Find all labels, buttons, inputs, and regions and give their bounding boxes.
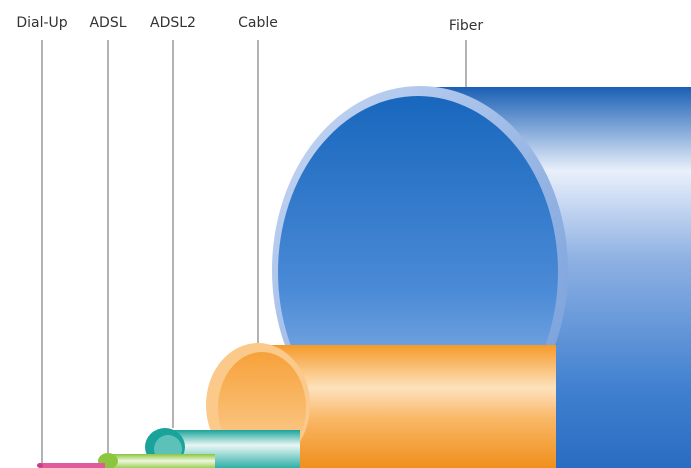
dialup-pipe [37, 463, 105, 468]
dialup-label: Dial-Up [16, 15, 67, 31]
adsl-pipe [98, 453, 215, 468]
cable-label: Cable [238, 15, 278, 31]
adsl-label: ADSL [89, 15, 126, 31]
fiber-label: Fiber [449, 18, 483, 34]
adsl2-label: ADSL2 [150, 15, 196, 31]
